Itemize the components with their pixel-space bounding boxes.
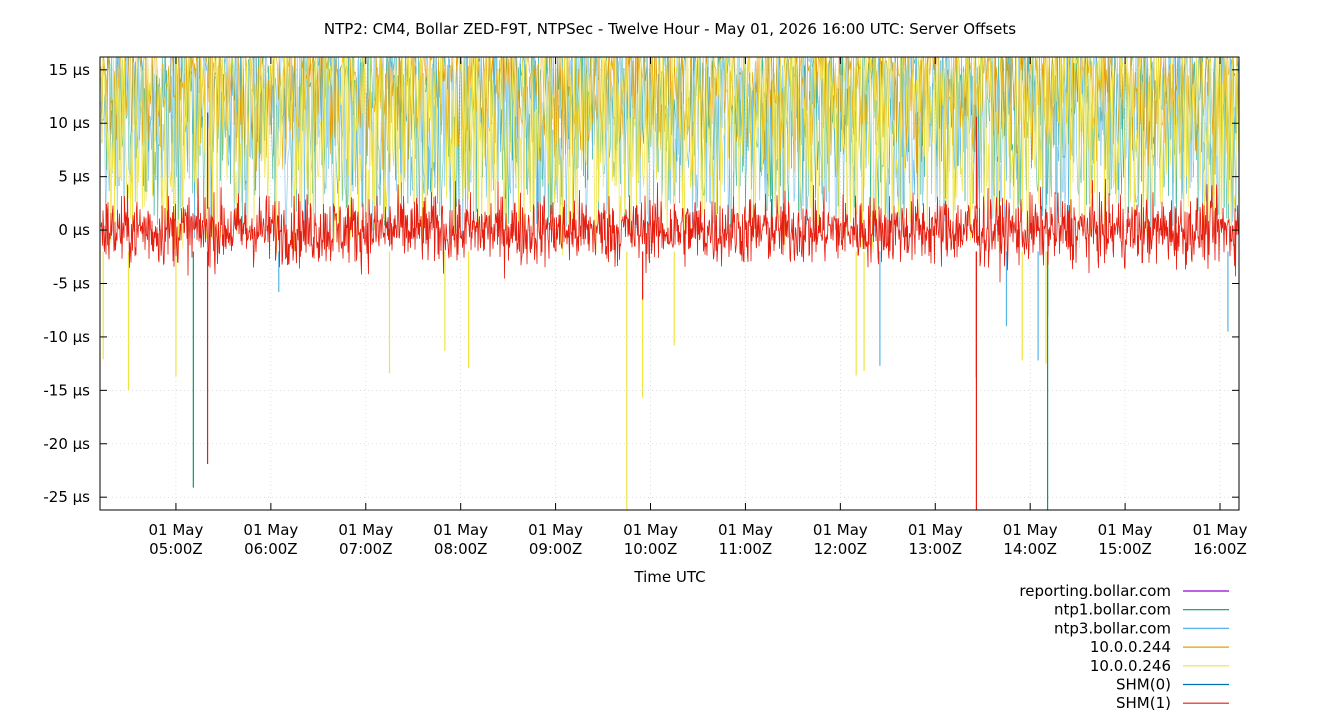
- y-tick-label: -10 µs: [43, 328, 90, 346]
- y-tick-label: 0 µs: [58, 221, 90, 239]
- x-tick-label-time: 12:00Z: [814, 540, 868, 558]
- x-tick-label-time: 14:00Z: [1003, 540, 1057, 558]
- x-tick-label-date: 01 May: [813, 521, 868, 539]
- legend: reporting.bollar.comntp1.bollar.comntp3.…: [1019, 582, 1229, 712]
- x-tick-label-date: 01 May: [1003, 521, 1058, 539]
- series-trace: [100, 178, 1239, 283]
- legend-label: ntp1.bollar.com: [1054, 601, 1171, 619]
- x-tick-label-time: 11:00Z: [719, 540, 773, 558]
- legend-label: 10.0.0.246: [1090, 657, 1171, 675]
- x-tick-label-date: 01 May: [148, 521, 203, 539]
- y-tick-label: -20 µs: [43, 435, 90, 453]
- y-tick-label: -5 µs: [53, 275, 90, 293]
- x-tick-label-time: 13:00Z: [909, 540, 963, 558]
- x-tick-label-time: 05:00Z: [149, 540, 203, 558]
- y-tick-label: 15 µs: [49, 61, 90, 79]
- y-tick-label: -25 µs: [43, 488, 90, 506]
- x-tick-label-date: 01 May: [1193, 521, 1248, 539]
- x-tick-label-time: 06:00Z: [244, 540, 298, 558]
- legend-label: SHM(0): [1116, 676, 1171, 694]
- y-axis: 15 µs 10 µs 5 µs 0 µs -5 µs -10 µs -15 µs -20 µ…: [43, 61, 1239, 506]
- x-tick-label-time: 09:00Z: [529, 540, 583, 558]
- legend-label: reporting.bollar.com: [1019, 582, 1171, 600]
- y-tick-label: 5 µs: [58, 168, 90, 186]
- plot-series: [100, 55, 1239, 510]
- series-shm-1-: [100, 112, 1239, 510]
- series-trace: [100, 55, 1239, 256]
- x-tick-label-date: 01 May: [623, 521, 678, 539]
- x-tick-label-date: 01 May: [243, 521, 298, 539]
- x-tick-label-time: 08:00Z: [434, 540, 488, 558]
- x-tick-label-date: 01 May: [718, 521, 773, 539]
- x-tick-label-date: 01 May: [338, 521, 393, 539]
- x-axis-label: Time UTC: [633, 568, 705, 586]
- x-tick-label-time: 16:00Z: [1193, 540, 1247, 558]
- y-tick-label: 10 µs: [49, 114, 90, 132]
- legend-label: 10.0.0.244: [1090, 638, 1171, 656]
- x-tick-label-date: 01 May: [433, 521, 488, 539]
- x-tick-label-date: 01 May: [908, 521, 963, 539]
- x-tick-label-time: 07:00Z: [339, 540, 393, 558]
- legend-label: ntp3.bollar.com: [1054, 619, 1171, 637]
- series-10-0-0-246: [100, 55, 1239, 510]
- x-tick-label-date: 01 May: [1098, 521, 1153, 539]
- legend-label: SHM(1): [1116, 694, 1171, 712]
- x-tick-label-date: 01 May: [528, 521, 583, 539]
- y-tick-label: -15 µs: [43, 381, 90, 399]
- x-tick-label-time: 15:00Z: [1098, 540, 1152, 558]
- x-tick-label-time: 10:00Z: [624, 540, 678, 558]
- chart-title: NTP2: CM4, Bollar ZED-F9T, NTPSec - Twel…: [324, 20, 1016, 38]
